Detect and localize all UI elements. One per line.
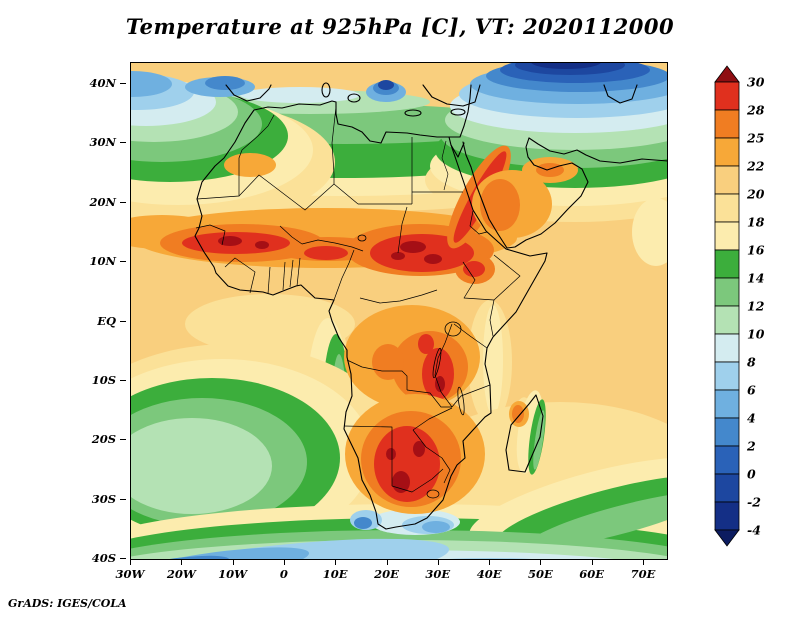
temperature-field xyxy=(130,62,668,560)
x-tick-mark xyxy=(233,560,234,565)
x-tick-label: 10E xyxy=(323,567,348,581)
x-tick-mark xyxy=(335,560,336,565)
colorbar-label: 20 xyxy=(746,187,765,202)
colorbar-cell xyxy=(715,82,739,110)
colorbar-cell xyxy=(715,166,739,194)
colorbar-label: 12 xyxy=(747,299,765,314)
colorbar-label: 16 xyxy=(747,243,765,258)
colorbar-cell xyxy=(715,250,739,278)
colorbar-cell xyxy=(715,222,739,250)
x-tick-mark xyxy=(284,560,285,565)
x-tick-mark xyxy=(540,560,541,565)
x-axis-labels: 30W20W10W010E20E30E40E50E60E70E xyxy=(130,560,670,586)
colorbar-label: 25 xyxy=(746,131,764,146)
colorbar-label: 30 xyxy=(747,75,765,90)
colorbar-cell xyxy=(715,362,739,390)
x-tick-mark xyxy=(387,560,388,565)
colorbar-cell xyxy=(715,446,739,474)
chart-title: Temperature at 925hPa [C], VT: 202011200… xyxy=(0,14,800,39)
x-tick-label: 0 xyxy=(280,567,288,581)
x-tick-mark xyxy=(643,560,644,565)
y-tick-mark xyxy=(120,439,126,440)
colorbar-cell xyxy=(715,110,739,138)
y-tick-mark xyxy=(120,499,126,500)
y-tick-mark xyxy=(120,202,126,203)
y-tick-mark xyxy=(120,380,126,381)
map-plot-area xyxy=(130,62,668,560)
y-tick-mark xyxy=(120,142,126,143)
x-tick-label: 60E xyxy=(579,567,604,581)
y-tick-label: 20N xyxy=(58,195,116,209)
colorbar-label: 0 xyxy=(747,467,756,482)
y-tick-label: 40S xyxy=(58,551,116,565)
colorbar-label: 28 xyxy=(746,103,765,118)
y-tick-label: 40N xyxy=(58,76,116,90)
x-tick-label: 30W xyxy=(116,567,145,581)
colorbar-label: 8 xyxy=(747,355,756,370)
colorbar-cell xyxy=(715,390,739,418)
colorbar-cell xyxy=(715,138,739,166)
y-tick-label: 10S xyxy=(58,373,116,387)
colorbar-arrow-bottom xyxy=(715,530,739,546)
y-axis-labels: 40N30N20N10NEQ10S20S30S40S xyxy=(56,62,126,560)
colorbar-arrow-top xyxy=(715,66,739,82)
x-tick-label: 10W xyxy=(218,567,247,581)
colorbar-cell xyxy=(715,278,739,306)
colorbar-label: 10 xyxy=(747,327,765,342)
x-tick-mark xyxy=(181,560,182,565)
attribution: GrADS: IGES/COLA xyxy=(8,597,127,610)
x-tick-label: 40E xyxy=(477,567,502,581)
y-tick-label: 30N xyxy=(58,135,116,149)
x-tick-label: 20E xyxy=(374,567,399,581)
y-tick-label: 30S xyxy=(58,492,116,506)
x-tick-label: 20W xyxy=(167,567,196,581)
colorbar-cell xyxy=(715,502,739,530)
x-tick-label: 30E xyxy=(425,567,450,581)
x-tick-label: 70E xyxy=(631,567,656,581)
colorbar-cell xyxy=(715,474,739,502)
colorbar-svg: 3028252220181614121086420-2-4 xyxy=(712,64,782,556)
y-tick-mark xyxy=(120,321,126,322)
y-tick-mark xyxy=(120,558,126,559)
colorbar-label: 2 xyxy=(746,439,756,454)
africa-temperature-map xyxy=(130,62,668,560)
x-tick-mark xyxy=(489,560,490,565)
x-tick-mark xyxy=(592,560,593,565)
colorbar-cell xyxy=(715,306,739,334)
y-tick-label: 10N xyxy=(58,254,116,268)
colorbar-label: 22 xyxy=(746,159,765,174)
colorbar-label: 18 xyxy=(747,215,765,230)
colorbar-label: 4 xyxy=(747,411,756,426)
x-tick-mark xyxy=(438,560,439,565)
colorbar-label: 6 xyxy=(747,383,756,398)
colorbar-label: -4 xyxy=(747,523,761,538)
x-tick-label: 50E xyxy=(528,567,553,581)
colorbar-label: -2 xyxy=(747,495,761,510)
y-tick-mark xyxy=(120,261,126,262)
y-tick-label: 20S xyxy=(58,432,116,446)
colorbar-cell xyxy=(715,334,739,362)
x-tick-mark xyxy=(130,560,131,565)
y-tick-label: EQ xyxy=(58,314,116,328)
colorbar-cell xyxy=(715,194,739,222)
colorbar-label: 14 xyxy=(747,271,764,286)
colorbar: 3028252220181614121086420-2-4 xyxy=(712,64,782,556)
y-tick-mark xyxy=(120,83,126,84)
colorbar-cell xyxy=(715,418,739,446)
